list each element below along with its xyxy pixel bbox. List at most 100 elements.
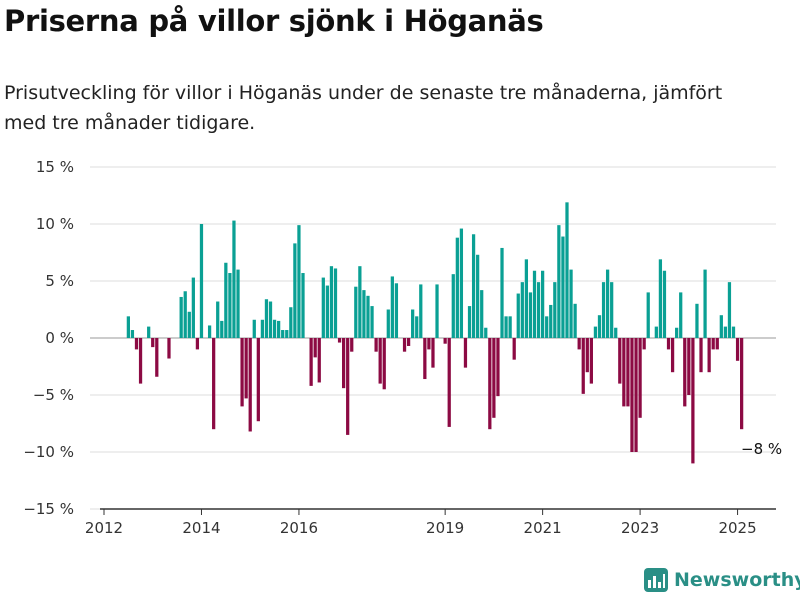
bar [707, 338, 711, 373]
brand-logo: Newsworthy [644, 568, 800, 592]
bar [500, 247, 504, 338]
bar [411, 309, 415, 338]
y-tick-label: 5 % [45, 272, 74, 290]
bar [480, 290, 484, 338]
bar [374, 338, 378, 352]
bar [496, 338, 500, 397]
y-tick-label: −15 % [23, 500, 74, 518]
bar [731, 326, 736, 338]
bar [512, 338, 516, 360]
bar [220, 320, 224, 338]
bar [406, 338, 411, 346]
chart-title: Priserna på villor sjönk i Höganäs [4, 4, 544, 38]
bar [317, 338, 321, 383]
bar [256, 338, 260, 422]
bar [646, 292, 650, 338]
chart-subtitle: Prisutveckling för villor i Höganäs unde… [4, 82, 723, 134]
bar [240, 338, 244, 407]
bar [427, 338, 431, 350]
bar [260, 319, 265, 338]
bar [622, 338, 626, 407]
bar [248, 338, 252, 432]
bar [216, 301, 220, 338]
x-tick-label: 2016 [280, 519, 318, 537]
bar [476, 254, 480, 338]
bar [675, 327, 679, 338]
bar [293, 243, 297, 338]
x-tick-label: 2014 [182, 519, 220, 537]
bar [642, 338, 646, 350]
bar [358, 266, 362, 338]
bar [187, 311, 191, 338]
bar [289, 307, 293, 338]
bar [447, 338, 451, 427]
bar [630, 338, 634, 452]
y-tick-label: 10 % [36, 215, 74, 233]
bar [589, 338, 593, 384]
bar [313, 338, 317, 358]
x-axis [100, 508, 776, 515]
bar [532, 270, 537, 338]
bar [346, 338, 350, 435]
bar [679, 292, 683, 338]
bar [268, 301, 273, 338]
bar [224, 262, 228, 338]
bar [581, 338, 585, 394]
bars [126, 202, 744, 464]
y-tick-label: −5 % [33, 386, 74, 404]
y-tick-label: −10 % [23, 443, 74, 461]
bar [553, 282, 557, 338]
bar [488, 338, 492, 430]
bar [467, 306, 472, 338]
x-tick-label: 2019 [426, 519, 464, 537]
bar [423, 338, 427, 380]
bar [626, 338, 630, 407]
bar [134, 338, 139, 350]
bar [281, 330, 285, 338]
bar [155, 338, 159, 377]
bar [549, 304, 553, 338]
bar [415, 316, 419, 338]
bar [711, 338, 715, 350]
bar [508, 316, 512, 338]
bar [378, 338, 382, 384]
bar [593, 326, 598, 338]
bar [723, 326, 728, 338]
bar [569, 269, 573, 338]
bar [370, 306, 374, 338]
bar [614, 327, 618, 338]
bar [691, 338, 695, 464]
bar [329, 266, 334, 338]
bar [683, 338, 687, 407]
bar [264, 299, 269, 338]
bar [565, 202, 569, 338]
bar [536, 282, 541, 338]
bar [727, 282, 732, 338]
x-tick-label: 2023 [621, 519, 659, 537]
bar [167, 338, 171, 359]
bar [520, 282, 524, 338]
bar [545, 316, 549, 338]
bar [687, 338, 691, 395]
bar [666, 338, 671, 350]
bar [236, 269, 240, 338]
bar [333, 268, 338, 338]
bar [459, 228, 464, 338]
bar [585, 338, 589, 373]
bar [382, 338, 386, 390]
bar [618, 338, 622, 384]
bar [419, 284, 423, 338]
bar [126, 316, 130, 338]
bar [557, 225, 561, 338]
bar [183, 291, 187, 338]
bar [228, 273, 232, 338]
bar [703, 269, 707, 338]
x-tick-label: 2021 [524, 519, 562, 537]
bar [740, 338, 744, 430]
x-tick-label: 2012 [85, 519, 123, 537]
bar [394, 283, 399, 338]
bar [309, 338, 313, 386]
bar [232, 220, 236, 338]
bar [561, 236, 565, 338]
bar [463, 338, 468, 368]
